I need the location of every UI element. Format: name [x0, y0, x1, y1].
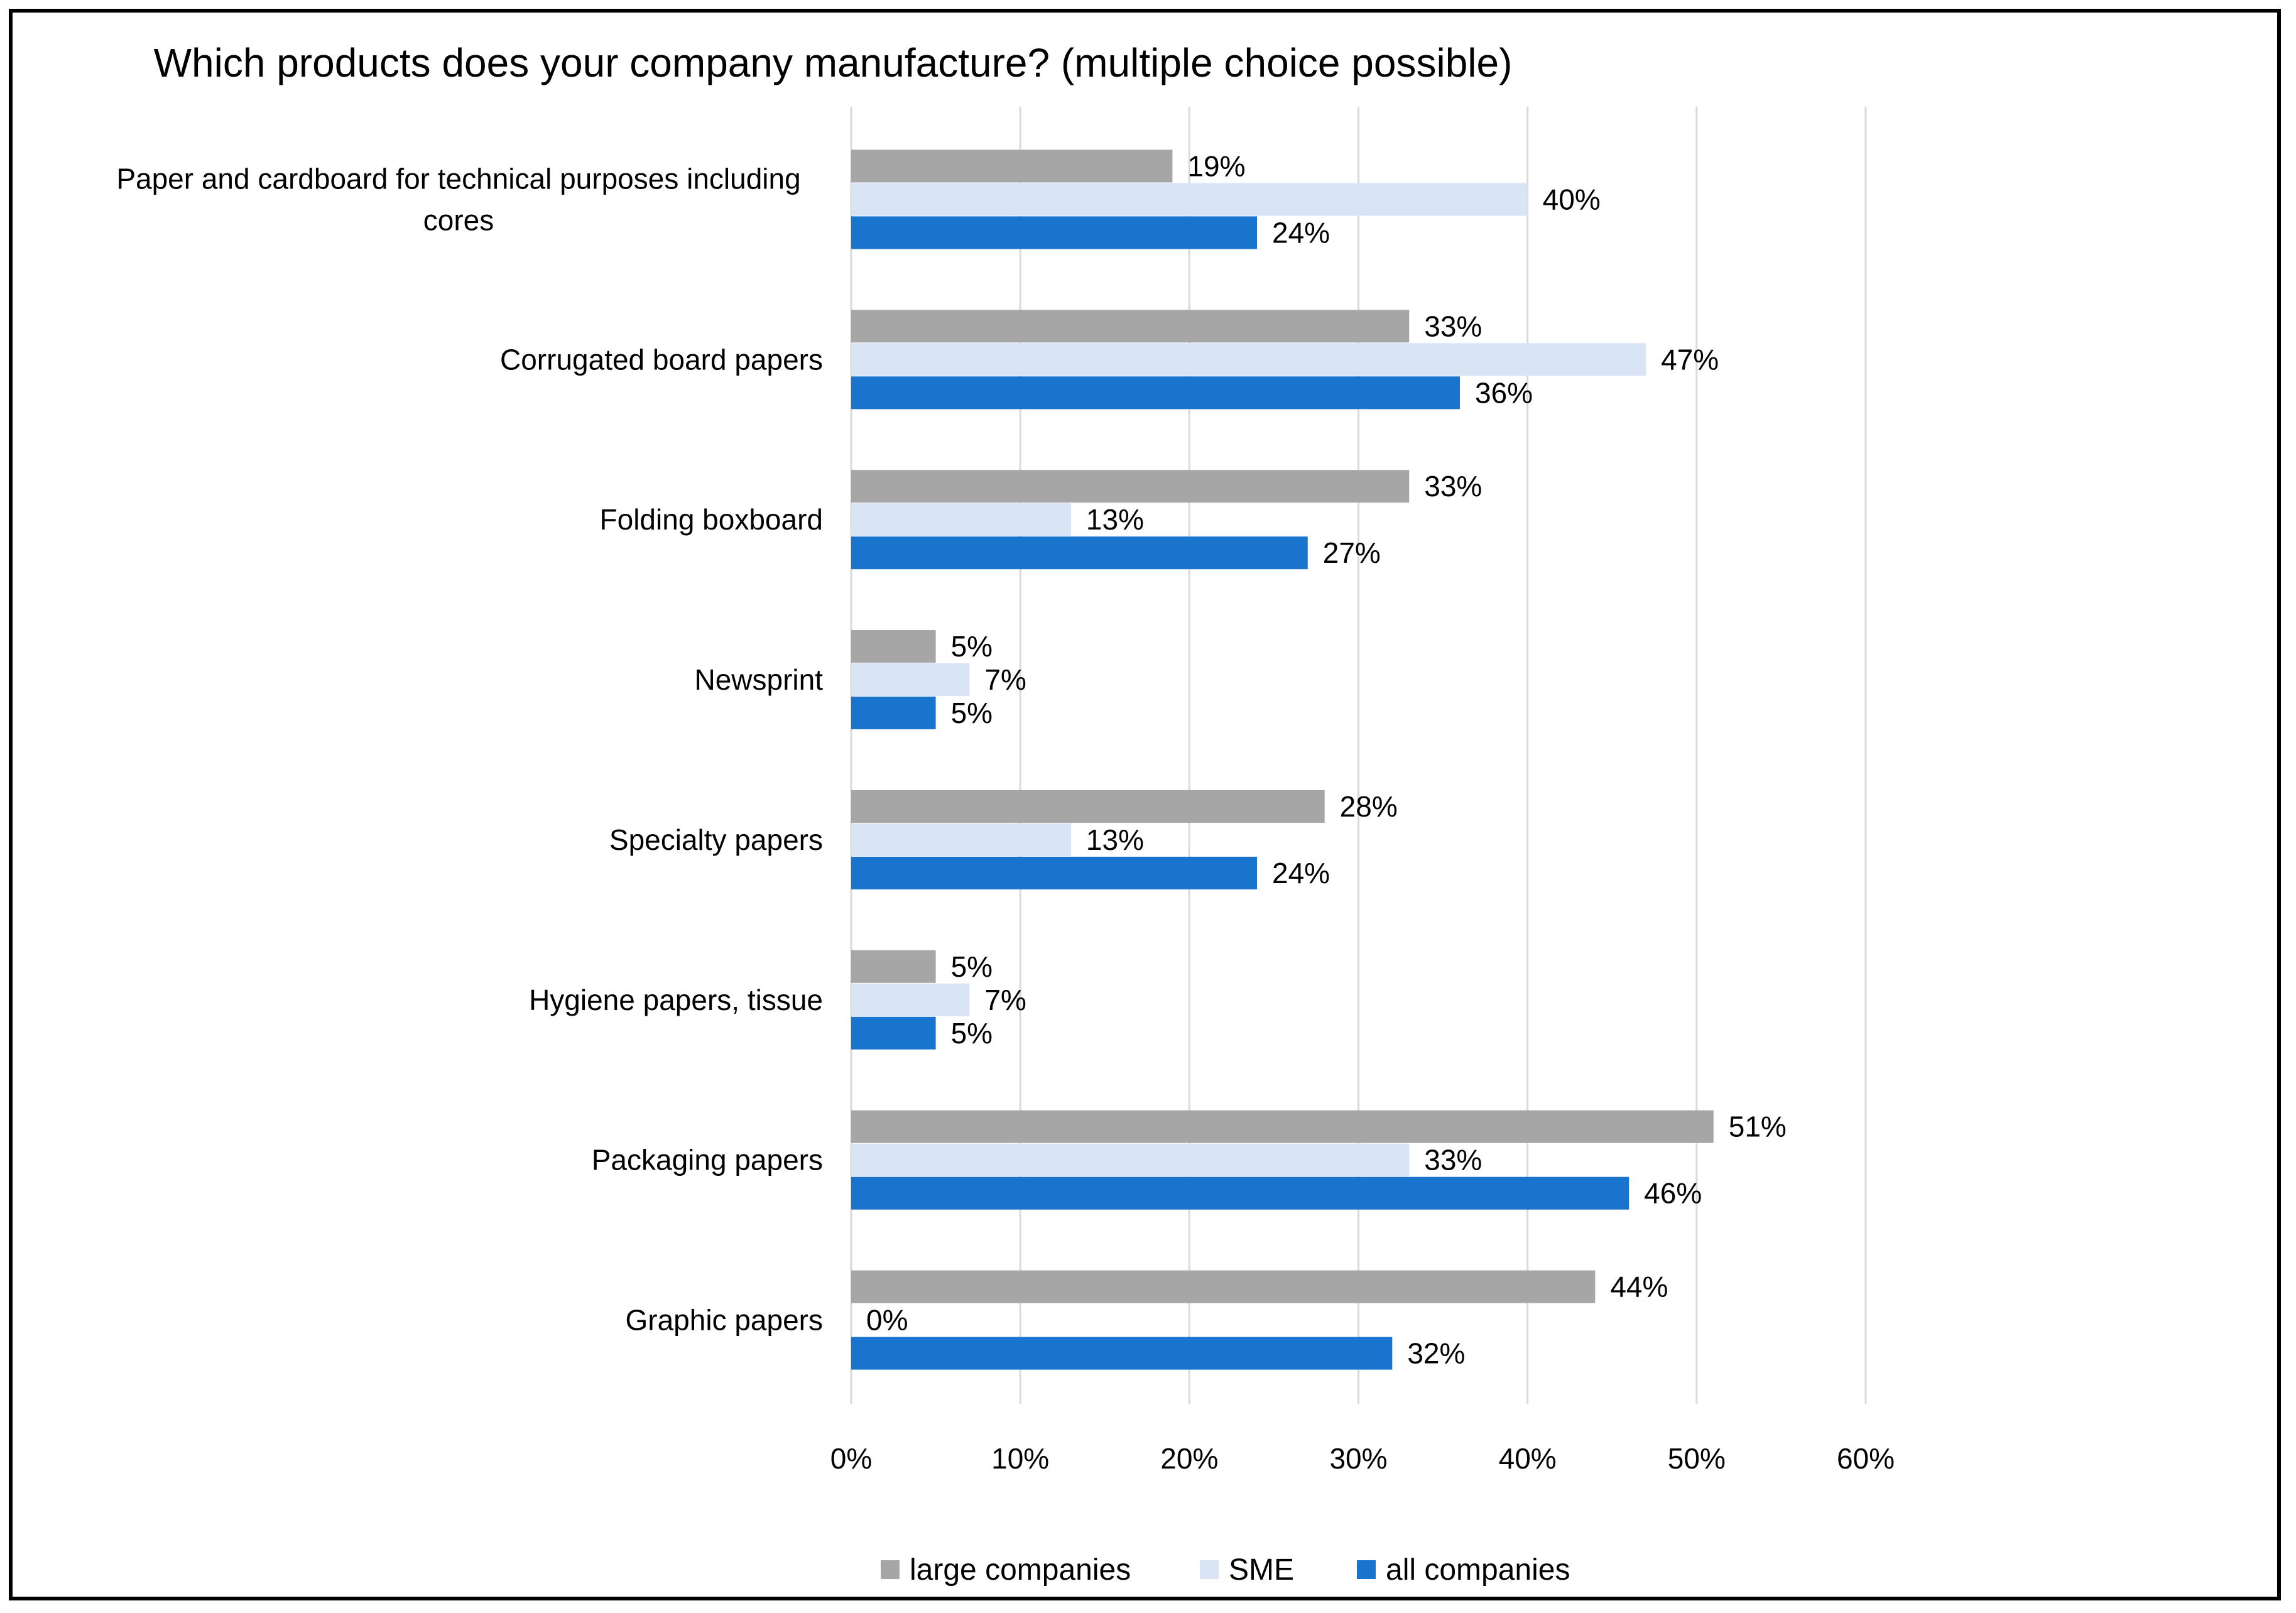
category-label: cores [423, 204, 494, 236]
bar [851, 216, 1257, 249]
bar [851, 1270, 1596, 1303]
x-tick-label: 60% [1837, 1442, 1895, 1475]
legend-swatch [1357, 1560, 1376, 1579]
bar [851, 536, 1308, 570]
data-label: 0% [866, 1304, 908, 1337]
data-label: 24% [1272, 216, 1330, 249]
data-label: 51% [1729, 1111, 1787, 1143]
bar [851, 1143, 1410, 1176]
bars [851, 149, 1714, 1370]
data-label: 33% [1424, 470, 1482, 502]
bar [851, 149, 1173, 183]
legend-swatch [881, 1560, 900, 1579]
data-label: 36% [1475, 376, 1533, 409]
data-label: 32% [1407, 1337, 1465, 1370]
data-labels: 19%40%24%33%47%36%33%13%27%5%7%5%28%13%2… [866, 149, 1787, 1369]
category-label: Packaging papers [592, 1144, 823, 1176]
bar [851, 950, 936, 983]
data-label: 40% [1543, 183, 1601, 215]
bar [851, 183, 1528, 216]
data-label: 5% [951, 697, 993, 729]
x-tick-label: 10% [991, 1442, 1049, 1475]
x-tick-label: 30% [1329, 1442, 1387, 1475]
category-label: Newsprint [694, 663, 823, 696]
legend: large companies SME all companies [881, 1553, 1570, 1587]
category-label: Corrugated board papers [500, 343, 823, 376]
data-label: 5% [951, 950, 993, 983]
bar [851, 1176, 1630, 1210]
bar [851, 310, 1410, 343]
chart-title: Which products does your company manufac… [154, 40, 1513, 85]
data-label: 27% [1323, 536, 1381, 569]
legend-label: SME [1229, 1553, 1294, 1587]
data-label: 7% [984, 663, 1026, 696]
bar [851, 1016, 936, 1050]
x-axis-ticks: 0% 10% 20% 30% 40% 50% 60% [830, 1442, 1895, 1475]
bar [851, 470, 1410, 503]
data-label: 19% [1187, 149, 1245, 182]
bar [851, 697, 936, 730]
data-label: 5% [951, 630, 993, 663]
chart-frame: Which products does your company manufac… [9, 9, 2281, 1600]
bar [851, 503, 1071, 536]
data-label: 7% [984, 984, 1026, 1016]
data-label: 46% [1644, 1177, 1702, 1210]
bar [851, 630, 936, 663]
data-label: 5% [951, 1017, 993, 1050]
category-label: Specialty papers [609, 823, 823, 856]
category-label: Graphic papers [626, 1304, 824, 1337]
bar [851, 343, 1646, 376]
data-label: 44% [1610, 1271, 1668, 1303]
x-tick-label: 40% [1499, 1442, 1557, 1475]
category-label: Hygiene papers, tissue [529, 984, 823, 1016]
x-tick-label: 20% [1160, 1442, 1218, 1475]
bar-chart: Which products does your company manufac… [116, 40, 1895, 1587]
x-tick-label: 0% [830, 1442, 872, 1475]
data-label: 33% [1424, 1144, 1482, 1176]
legend-swatch [1200, 1560, 1219, 1579]
bar [851, 790, 1325, 823]
category-labels: Paper and cardboard for technical purpos… [116, 162, 823, 1336]
data-label: 47% [1661, 343, 1719, 376]
data-label: 24% [1272, 857, 1330, 889]
data-label: 28% [1340, 790, 1398, 823]
legend-label: all companies [1386, 1553, 1570, 1587]
bar [851, 823, 1071, 856]
bar [851, 1110, 1714, 1143]
bar [851, 983, 970, 1016]
bar [851, 1337, 1393, 1370]
category-label: Paper and cardboard for technical purpos… [116, 162, 800, 195]
data-label: 13% [1086, 503, 1144, 536]
data-label: 13% [1086, 823, 1144, 856]
x-tick-label: 50% [1668, 1442, 1726, 1475]
category-label: Folding boxboard [600, 503, 823, 536]
legend-label: large companies [910, 1553, 1131, 1587]
bar [851, 663, 970, 697]
bar [851, 856, 1257, 889]
data-label: 33% [1424, 310, 1482, 342]
bar [851, 376, 1460, 410]
